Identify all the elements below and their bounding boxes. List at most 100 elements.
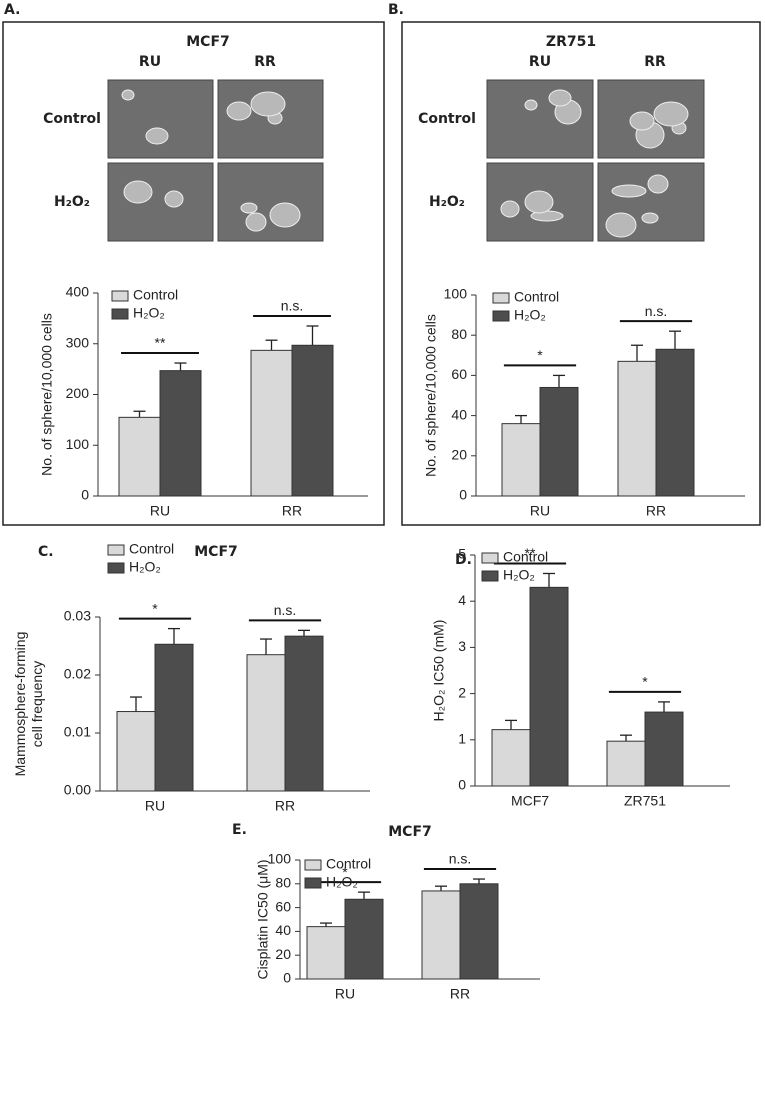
y-tick-label: 0.01 bbox=[64, 724, 91, 740]
micrograph bbox=[107, 162, 214, 242]
y-axis-label: No. of sphere/10,000 cells bbox=[423, 314, 439, 477]
bar bbox=[116, 711, 156, 792]
significance-label: ** bbox=[525, 545, 536, 561]
y-axis-label: cell frequency bbox=[29, 661, 45, 747]
y-tick-label: 80 bbox=[451, 326, 467, 342]
x-tick-label: RR bbox=[282, 503, 302, 519]
legend-swatch bbox=[111, 308, 129, 320]
sphere bbox=[647, 174, 669, 194]
bar bbox=[291, 344, 334, 497]
bar bbox=[617, 360, 657, 497]
sphere bbox=[245, 212, 267, 232]
y-axis-label: Mammosphere-forming bbox=[12, 632, 28, 777]
significance-label: * bbox=[342, 864, 348, 880]
x-tick-label: ZR751 bbox=[624, 793, 666, 809]
panel-label: E. bbox=[232, 822, 247, 838]
x-tick-label: RR bbox=[646, 503, 666, 519]
y-tick-label: 3 bbox=[458, 638, 466, 654]
y-tick-label: 60 bbox=[275, 898, 291, 914]
sphere bbox=[629, 111, 655, 131]
y-tick-label: 20 bbox=[451, 447, 467, 463]
bar bbox=[421, 890, 461, 980]
panel-label: C. bbox=[38, 544, 54, 560]
x-tick-label: RR bbox=[450, 986, 470, 1002]
panel-label: D. bbox=[455, 552, 472, 568]
legend-swatch bbox=[107, 562, 125, 574]
significance-label: n.s. bbox=[645, 303, 668, 319]
bar bbox=[491, 729, 531, 787]
image-row-label: Control bbox=[418, 111, 476, 127]
y-tick-label: 0 bbox=[458, 777, 466, 793]
legend-swatch bbox=[492, 310, 510, 322]
sphere bbox=[641, 212, 659, 224]
sphere bbox=[605, 212, 637, 238]
panel-box bbox=[401, 21, 761, 526]
legend-label: Control bbox=[514, 289, 559, 305]
bar bbox=[154, 643, 194, 792]
sphere bbox=[524, 190, 554, 214]
sphere bbox=[269, 202, 301, 228]
sphere bbox=[548, 89, 572, 107]
significance-label: ** bbox=[155, 335, 166, 351]
significance-label: n.s. bbox=[281, 298, 304, 314]
panel-label: A. bbox=[4, 2, 20, 18]
bar bbox=[606, 740, 646, 787]
y-tick-label: 200 bbox=[66, 385, 90, 401]
bar bbox=[501, 423, 541, 497]
bar bbox=[284, 635, 324, 792]
legend-label: H₂O₂ bbox=[503, 567, 535, 583]
bar bbox=[655, 348, 695, 497]
y-tick-label: 4 bbox=[458, 592, 466, 608]
x-tick-label: RR bbox=[275, 798, 295, 814]
bar bbox=[118, 416, 161, 497]
y-tick-label: 0 bbox=[459, 487, 467, 503]
chart-title: MCF7 bbox=[186, 34, 230, 50]
significance-label: * bbox=[152, 600, 158, 616]
bar bbox=[306, 926, 346, 980]
sphere bbox=[226, 101, 252, 121]
panel-label: B. bbox=[388, 2, 404, 18]
sphere bbox=[611, 184, 647, 198]
y-axis-label: H₂O₂ IC50 (mM) bbox=[431, 620, 447, 722]
legend-swatch bbox=[304, 877, 322, 889]
legend-swatch bbox=[481, 570, 499, 582]
y-tick-label: 5 bbox=[458, 546, 466, 562]
significance-label: n.s. bbox=[449, 851, 472, 867]
significance-label: * bbox=[642, 674, 648, 690]
chart-title: ZR751 bbox=[546, 34, 596, 50]
significance-label: n.s. bbox=[274, 602, 297, 618]
legend-label: H₂O₂ bbox=[129, 559, 161, 575]
x-tick-label: RU bbox=[145, 798, 165, 814]
image-col-label: RU bbox=[529, 54, 551, 70]
image-row-label: H₂O₂ bbox=[54, 194, 90, 210]
legend-swatch bbox=[107, 544, 125, 556]
y-tick-label: 60 bbox=[451, 366, 467, 382]
legend-label: Control bbox=[129, 541, 174, 557]
bar bbox=[539, 386, 579, 497]
micrograph bbox=[217, 162, 324, 242]
bar bbox=[459, 883, 499, 980]
y-tick-label: 100 bbox=[444, 286, 468, 302]
legend-label: Control bbox=[133, 287, 178, 303]
x-tick-label: RU bbox=[150, 503, 170, 519]
y-tick-label: 0.03 bbox=[64, 608, 91, 624]
y-tick-label: 20 bbox=[275, 946, 291, 962]
legend-swatch bbox=[111, 290, 129, 302]
image-col-label: RR bbox=[254, 54, 276, 70]
legend-swatch bbox=[304, 859, 322, 871]
y-tick-label: 100 bbox=[66, 436, 90, 452]
y-axis-label: Cisplatin IC50 (μM) bbox=[255, 859, 271, 979]
y-tick-label: 0.02 bbox=[64, 666, 91, 682]
legend-label: H₂O₂ bbox=[133, 305, 165, 321]
x-tick-label: RU bbox=[335, 986, 355, 1002]
legend-label: Control bbox=[326, 856, 371, 872]
sphere bbox=[121, 89, 135, 101]
bar bbox=[159, 370, 202, 497]
image-col-label: RR bbox=[644, 54, 666, 70]
legend-swatch bbox=[481, 552, 499, 564]
bar bbox=[246, 654, 286, 792]
sphere bbox=[524, 99, 538, 111]
legend-label: H₂O₂ bbox=[514, 307, 546, 323]
significance-label: * bbox=[537, 347, 543, 363]
